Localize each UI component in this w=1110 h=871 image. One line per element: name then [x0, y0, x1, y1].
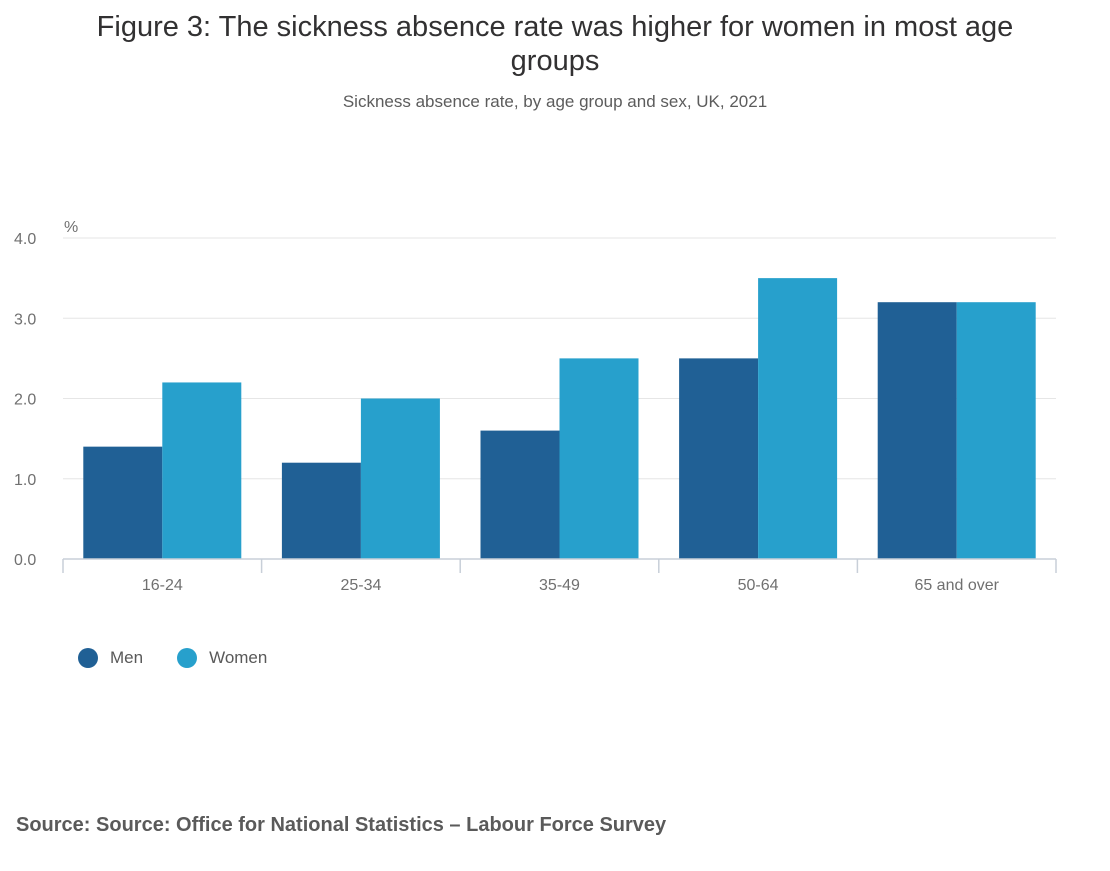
bar-men-35-49 — [480, 430, 560, 559]
bar-men-65-and-over — [877, 302, 957, 559]
legend-swatch-men — [78, 648, 98, 668]
chart-title: Figure 3: The sickness absence rate was … — [96, 11, 1014, 77]
legend-item-men[interactable]: Men — [78, 648, 143, 668]
bar-women-25-34 — [360, 398, 440, 559]
bar-women-50-64 — [758, 278, 838, 559]
y-tick-label: 1.0 — [14, 472, 36, 489]
x-tick-label: 25-34 — [340, 577, 381, 594]
chart-legend: Men Women — [78, 648, 301, 668]
x-tick-label: 65 and over — [914, 577, 999, 594]
y-axis-label: % — [64, 219, 78, 236]
x-tick-label: 35-49 — [539, 577, 580, 594]
x-tick-label: 50-64 — [738, 577, 779, 594]
legend-label-men: Men — [110, 648, 144, 667]
bar-men-25-34 — [281, 462, 361, 559]
y-tick-label: 2.0 — [14, 392, 36, 409]
y-tick-label: 3.0 — [14, 311, 36, 328]
y-tick-label: 4.0 — [14, 231, 36, 248]
bar-women-16-24 — [162, 382, 242, 559]
y-tick-label: 0.0 — [14, 552, 36, 569]
legend-item-women[interactable]: Women — [177, 648, 267, 668]
bar-chart: 0.0 1.0 2.0 3.0 4.0% 16-24 25-34 35-49 50-64 65 a… — [14, 219, 1057, 594]
bar-men-50-64 — [679, 358, 759, 559]
legend-label-women: Women — [209, 648, 268, 667]
legend-swatch-women — [177, 648, 198, 668]
bar-women-35-49 — [559, 358, 639, 559]
source-note: Source: Source: Office for National Stat… — [16, 814, 667, 836]
x-tick-label: 16-24 — [142, 577, 183, 594]
bar-women-65-and-over — [956, 302, 1036, 559]
bar-men-16-24 — [83, 446, 163, 559]
chart-subtitle: Sickness absence rate, by age group and … — [342, 92, 768, 111]
